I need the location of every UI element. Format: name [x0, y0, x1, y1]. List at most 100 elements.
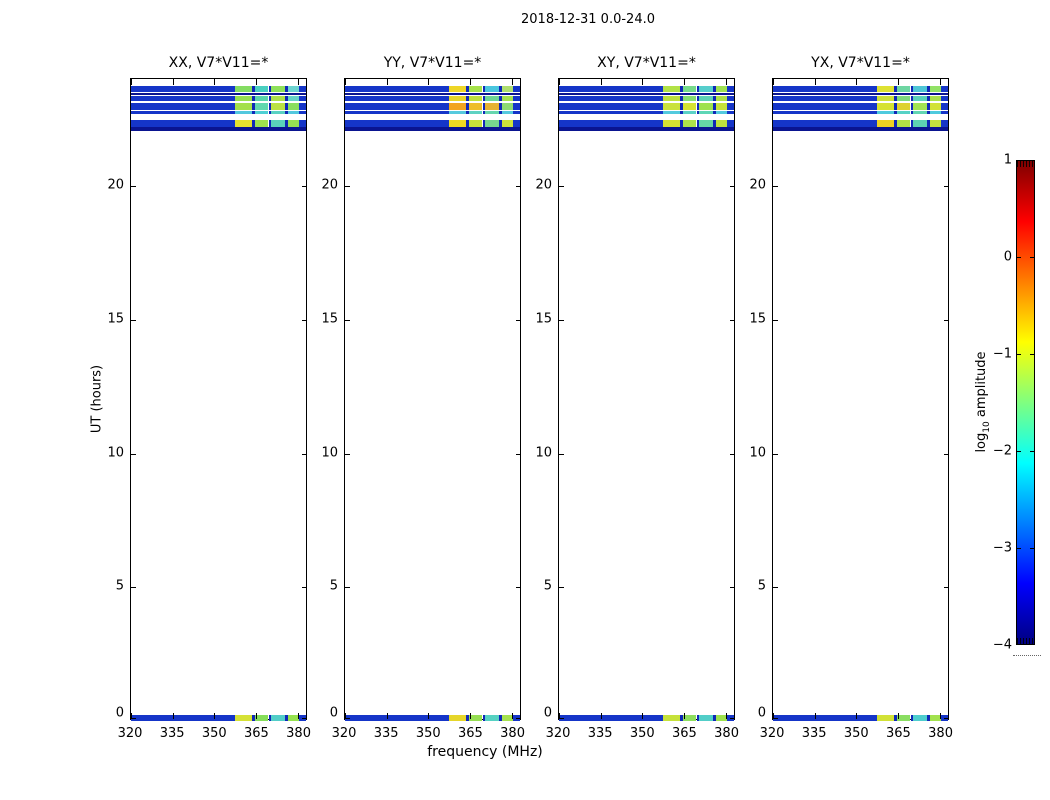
x-tick-mark — [345, 713, 346, 719]
colorbar-tick-mark — [1016, 548, 1021, 549]
heatmap-row — [559, 103, 734, 111]
x-tick-mark — [559, 79, 560, 85]
y-axis-label: UT (hours) — [89, 364, 105, 434]
heatmap-segment — [715, 96, 728, 101]
y-tick-mark — [302, 718, 307, 719]
heatmap-segment — [727, 103, 734, 111]
heatmap-segment — [268, 111, 272, 115]
heatmap-segment — [254, 111, 269, 115]
heatmap-segment — [699, 111, 714, 115]
heatmap-segment — [345, 715, 450, 721]
heatmap-segment — [559, 85, 664, 93]
heatmap-segment — [877, 119, 894, 127]
heatmap-segment — [773, 715, 878, 721]
heatmap-segment — [929, 103, 942, 111]
heatmap-segment — [299, 103, 306, 111]
heatmap-segment — [682, 111, 697, 115]
heatmap-segment — [254, 119, 269, 127]
heatmap-segment — [699, 715, 714, 721]
heatmap-segment — [682, 715, 697, 721]
heatmap-segment — [713, 715, 716, 721]
heatmap-segment — [254, 85, 269, 93]
x-tick-mark — [600, 79, 602, 85]
heatmap-segment — [499, 103, 502, 111]
heatmap-segment — [773, 119, 878, 127]
y-tick-mark — [944, 319, 949, 321]
heatmap-segment — [285, 96, 288, 101]
heatmap-segment — [287, 111, 300, 115]
heatmap-segment — [513, 96, 520, 101]
x-tick-label: 335 — [801, 726, 827, 741]
x-tick-label: 335 — [587, 726, 613, 741]
heatmap-segment — [696, 103, 700, 111]
heatmap-segment — [285, 119, 288, 127]
heatmap-segment — [713, 119, 716, 127]
x-tick-label: 380 — [714, 726, 739, 741]
colorbar-tick-mark — [1030, 548, 1035, 549]
heatmap-segment — [268, 119, 272, 127]
heatmap-segment — [559, 119, 664, 127]
x-tick-label: 365 — [244, 726, 269, 741]
y-tick-mark — [773, 718, 778, 719]
colorbar-tick-label: −3 — [992, 540, 1012, 556]
y-tick-mark — [131, 186, 136, 187]
heatmap-segment — [913, 85, 928, 93]
heatmap-segment — [235, 96, 252, 101]
y-tick-label: 15 — [535, 311, 552, 327]
heatmap-segment — [913, 119, 928, 127]
heatmap-segment — [449, 85, 466, 93]
heatmap-row — [131, 96, 306, 101]
heatmap-segment — [254, 715, 269, 721]
y-tick-mark — [559, 319, 564, 321]
colorbar-label: log10 amplitude — [974, 351, 992, 452]
heatmap-segment — [513, 111, 520, 115]
x-tick-label: 320 — [331, 726, 357, 741]
x-tick-mark — [214, 79, 216, 85]
heatmap-segment — [910, 96, 914, 101]
heatmap-row — [773, 96, 948, 101]
heatmap-row — [345, 92, 520, 96]
heatmap-segment — [913, 96, 928, 101]
y-tick-label: 0 — [329, 705, 338, 721]
heatmap-segment — [727, 85, 734, 93]
x-tick-mark — [600, 713, 602, 719]
heatmap-segment — [501, 111, 514, 115]
heatmap-segment — [929, 111, 942, 115]
heatmap-segment — [449, 96, 466, 101]
heatmap-row — [559, 111, 734, 115]
x-tick-label: 350 — [201, 726, 227, 741]
y-tick-mark — [516, 587, 521, 589]
y-tick-mark — [345, 186, 350, 187]
colorbar-tick-mark — [1030, 257, 1035, 258]
heatmap-segment — [499, 715, 502, 721]
x-tick-mark — [725, 79, 727, 85]
y-tick-mark — [730, 718, 735, 719]
heatmap-segment — [468, 715, 483, 721]
x-tick-mark — [172, 79, 174, 85]
colorbar-tick-mark — [1030, 354, 1035, 355]
y-tick-mark — [345, 453, 350, 455]
heatmap-segment — [449, 111, 466, 115]
x-tick-mark — [428, 713, 430, 719]
x-tick-mark — [684, 713, 685, 719]
y-tick-mark — [773, 453, 778, 455]
y-tick-mark — [302, 587, 307, 589]
x-tick-mark — [856, 79, 858, 85]
heatmap-segment — [877, 715, 894, 721]
y-tick-mark — [516, 718, 521, 719]
heatmap-segment — [501, 96, 514, 101]
heatmap-segment — [287, 715, 300, 721]
panel-yx — [772, 78, 949, 721]
heatmap-segment — [499, 85, 502, 93]
heatmap-segment — [345, 111, 450, 115]
heatmap-segment — [468, 119, 483, 127]
heatmap-segment — [235, 85, 252, 93]
heatmap-segment — [699, 103, 714, 111]
heatmap-segment — [910, 715, 914, 721]
heatmap-segment — [727, 111, 734, 115]
colorbar-tick-label: 0 — [1003, 249, 1012, 265]
panel-title-xx: XX, V7*V11=* — [168, 55, 269, 71]
heatmap-segment — [679, 85, 683, 93]
heatmap-row — [773, 715, 948, 721]
